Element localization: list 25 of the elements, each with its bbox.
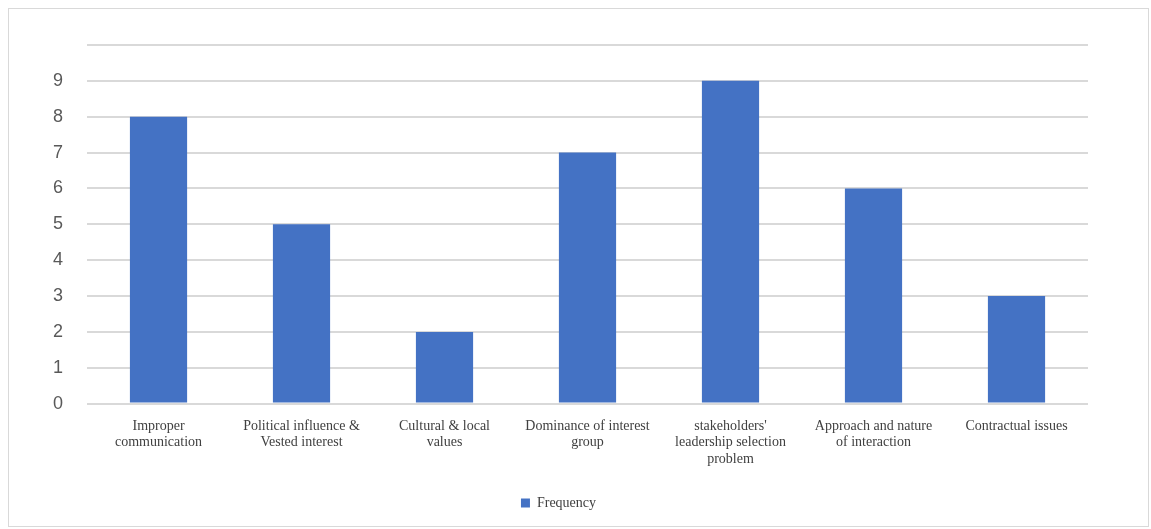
x-tick-label: Approach and nature of interaction (814, 417, 933, 450)
y-tick-label: 0 (53, 392, 64, 413)
y-tick-label: 5 (53, 213, 64, 234)
bar (272, 224, 331, 403)
y-tick-label: 1 (53, 356, 64, 377)
x-tick-label: Improper communication (114, 417, 203, 450)
bar (129, 116, 188, 403)
y-tick-label: 3 (53, 284, 64, 305)
y-tick-label: 6 (53, 177, 64, 198)
x-tick-label: stakeholders' leadership selection problem (675, 417, 786, 467)
y-tick-label: 2 (53, 320, 64, 341)
bar (558, 152, 617, 403)
legend-label: Frequency (536, 494, 597, 510)
y-tick-label: 8 (53, 105, 64, 126)
y-tick-label: 9 (53, 69, 64, 90)
x-tick-label: Dominance of interest group (525, 417, 650, 450)
y-tick-label: 7 (53, 141, 64, 162)
y-tick-label: 4 (53, 249, 64, 270)
x-tick-label: Political influence & Vested interest (243, 417, 360, 450)
bar (701, 80, 760, 403)
x-tick-label: Contractual issues (965, 417, 1068, 433)
bar (844, 188, 903, 403)
bar (415, 331, 474, 403)
bar (987, 296, 1046, 403)
x-tick-label: Cultural & local values (399, 417, 491, 450)
